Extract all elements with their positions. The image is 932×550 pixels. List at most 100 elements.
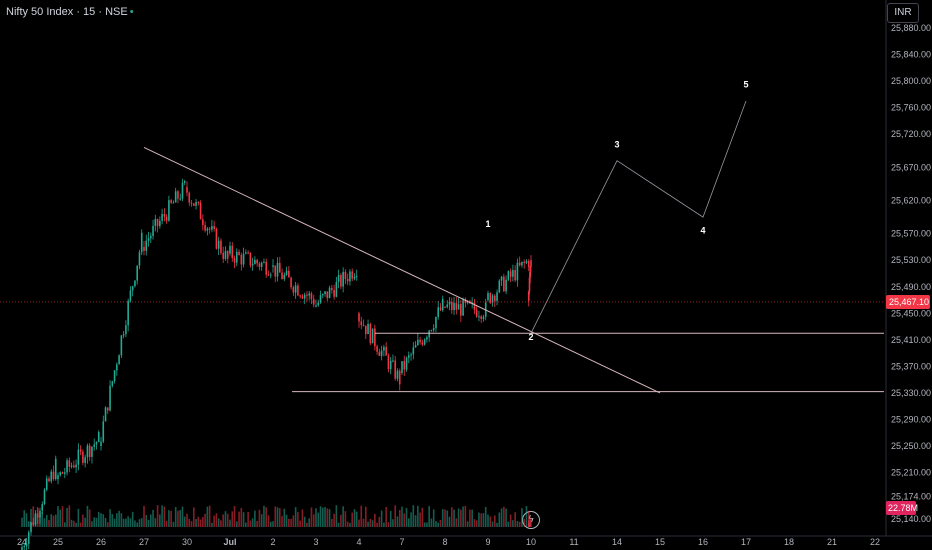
y-tick-label: 25,290.00 (891, 414, 931, 424)
volume-bar (109, 509, 111, 527)
volume-bar (91, 521, 93, 527)
volume-bar (441, 509, 444, 527)
candle-body (183, 181, 186, 183)
volume-bar (217, 518, 220, 527)
y-tick-label: 25,670.00 (891, 162, 931, 172)
volume-bar (297, 512, 299, 527)
volume-bar (353, 509, 356, 527)
volume-bar (308, 518, 311, 527)
candle-body (448, 301, 451, 305)
volume-bar (498, 512, 501, 527)
candle-body (403, 361, 406, 370)
volume-bar (75, 522, 77, 527)
candle-body (441, 299, 444, 311)
candle-body (224, 250, 227, 259)
volume-bar (254, 510, 256, 527)
candle-body (482, 316, 485, 319)
candle-body (23, 546, 26, 548)
candle-body (217, 240, 220, 249)
candle-body (346, 278, 349, 282)
volume-bar (360, 505, 363, 527)
volume-bar (306, 522, 308, 527)
candle-body (50, 471, 53, 482)
y-tick-label: 25,570.00 (891, 229, 931, 239)
candle-body (208, 228, 211, 230)
volume-bar (317, 512, 320, 527)
candle-body (233, 258, 236, 263)
volume-bar (324, 506, 326, 527)
volume-bar (380, 510, 383, 527)
volume-bar (410, 512, 412, 527)
volume-bar (421, 507, 424, 527)
volume-bar (48, 519, 50, 527)
volume-bar (333, 513, 335, 527)
candle-body (163, 214, 166, 217)
chart-title: Nifty 50 Index · 15 · NSE • (6, 6, 134, 18)
volume-bar (240, 508, 243, 527)
volume-bar (211, 522, 213, 527)
volume-bar (59, 509, 62, 527)
x-tick-label: 16 (698, 537, 708, 547)
candle-body (301, 296, 304, 299)
candle-body (240, 255, 243, 265)
y-tick-label: 25,410.00 (891, 335, 931, 345)
volume-bar (68, 505, 71, 527)
y-tick-label: 25,840.00 (891, 50, 931, 60)
volume-bar (480, 513, 483, 527)
candle-body (140, 232, 143, 253)
candle-body (59, 472, 62, 476)
candle-body (478, 316, 480, 318)
x-tick-label: 10 (526, 537, 536, 547)
volume-bar (54, 514, 57, 527)
x-tick-label: 2 (270, 537, 275, 547)
candle-body (344, 271, 347, 279)
interval-label: 15 (83, 6, 96, 18)
candle-body (493, 295, 496, 301)
candle-body (491, 295, 494, 303)
volume-bar (163, 506, 166, 527)
volume-bar (383, 522, 385, 527)
volume-bar (247, 512, 249, 527)
candle-body (462, 299, 464, 316)
candle-body (324, 291, 326, 295)
candle-body (131, 286, 134, 291)
candle-body (299, 295, 301, 297)
candle-body (172, 202, 175, 204)
volume-bar (77, 508, 80, 527)
volume-bar (57, 506, 59, 527)
candle-body (226, 250, 229, 259)
volume-bar (195, 518, 197, 527)
candle-body (113, 370, 116, 382)
volume-bar (500, 508, 503, 527)
candle-body (421, 342, 424, 345)
last-price-label: 25,467.10 (889, 297, 929, 307)
volume-bar (426, 522, 428, 527)
volume-bar (97, 511, 100, 527)
candle-body (464, 299, 467, 304)
volume-bar (496, 522, 498, 527)
candle-body (152, 225, 154, 236)
candle-body (505, 279, 507, 292)
volume-bar (362, 518, 365, 527)
x-tick-label: 14 (612, 537, 622, 547)
volume-bar (358, 519, 360, 527)
volume-bar (446, 510, 449, 527)
candle-body (102, 421, 105, 442)
candle-body (238, 251, 240, 256)
currency-button[interactable]: INR (887, 3, 919, 23)
candle-body (315, 305, 317, 307)
volume-bar (131, 511, 134, 527)
candle-body (27, 532, 30, 544)
x-tick-label: 8 (442, 537, 447, 547)
volume-bar (52, 515, 55, 527)
volume-bar (104, 517, 107, 527)
candle-body (161, 214, 163, 221)
candle-body (516, 262, 519, 281)
candle-body (179, 198, 182, 200)
candle-body (340, 274, 342, 287)
volume-bar (134, 520, 136, 527)
candle-body (75, 464, 77, 468)
candle-body (410, 354, 412, 356)
volume-bar (260, 514, 263, 527)
